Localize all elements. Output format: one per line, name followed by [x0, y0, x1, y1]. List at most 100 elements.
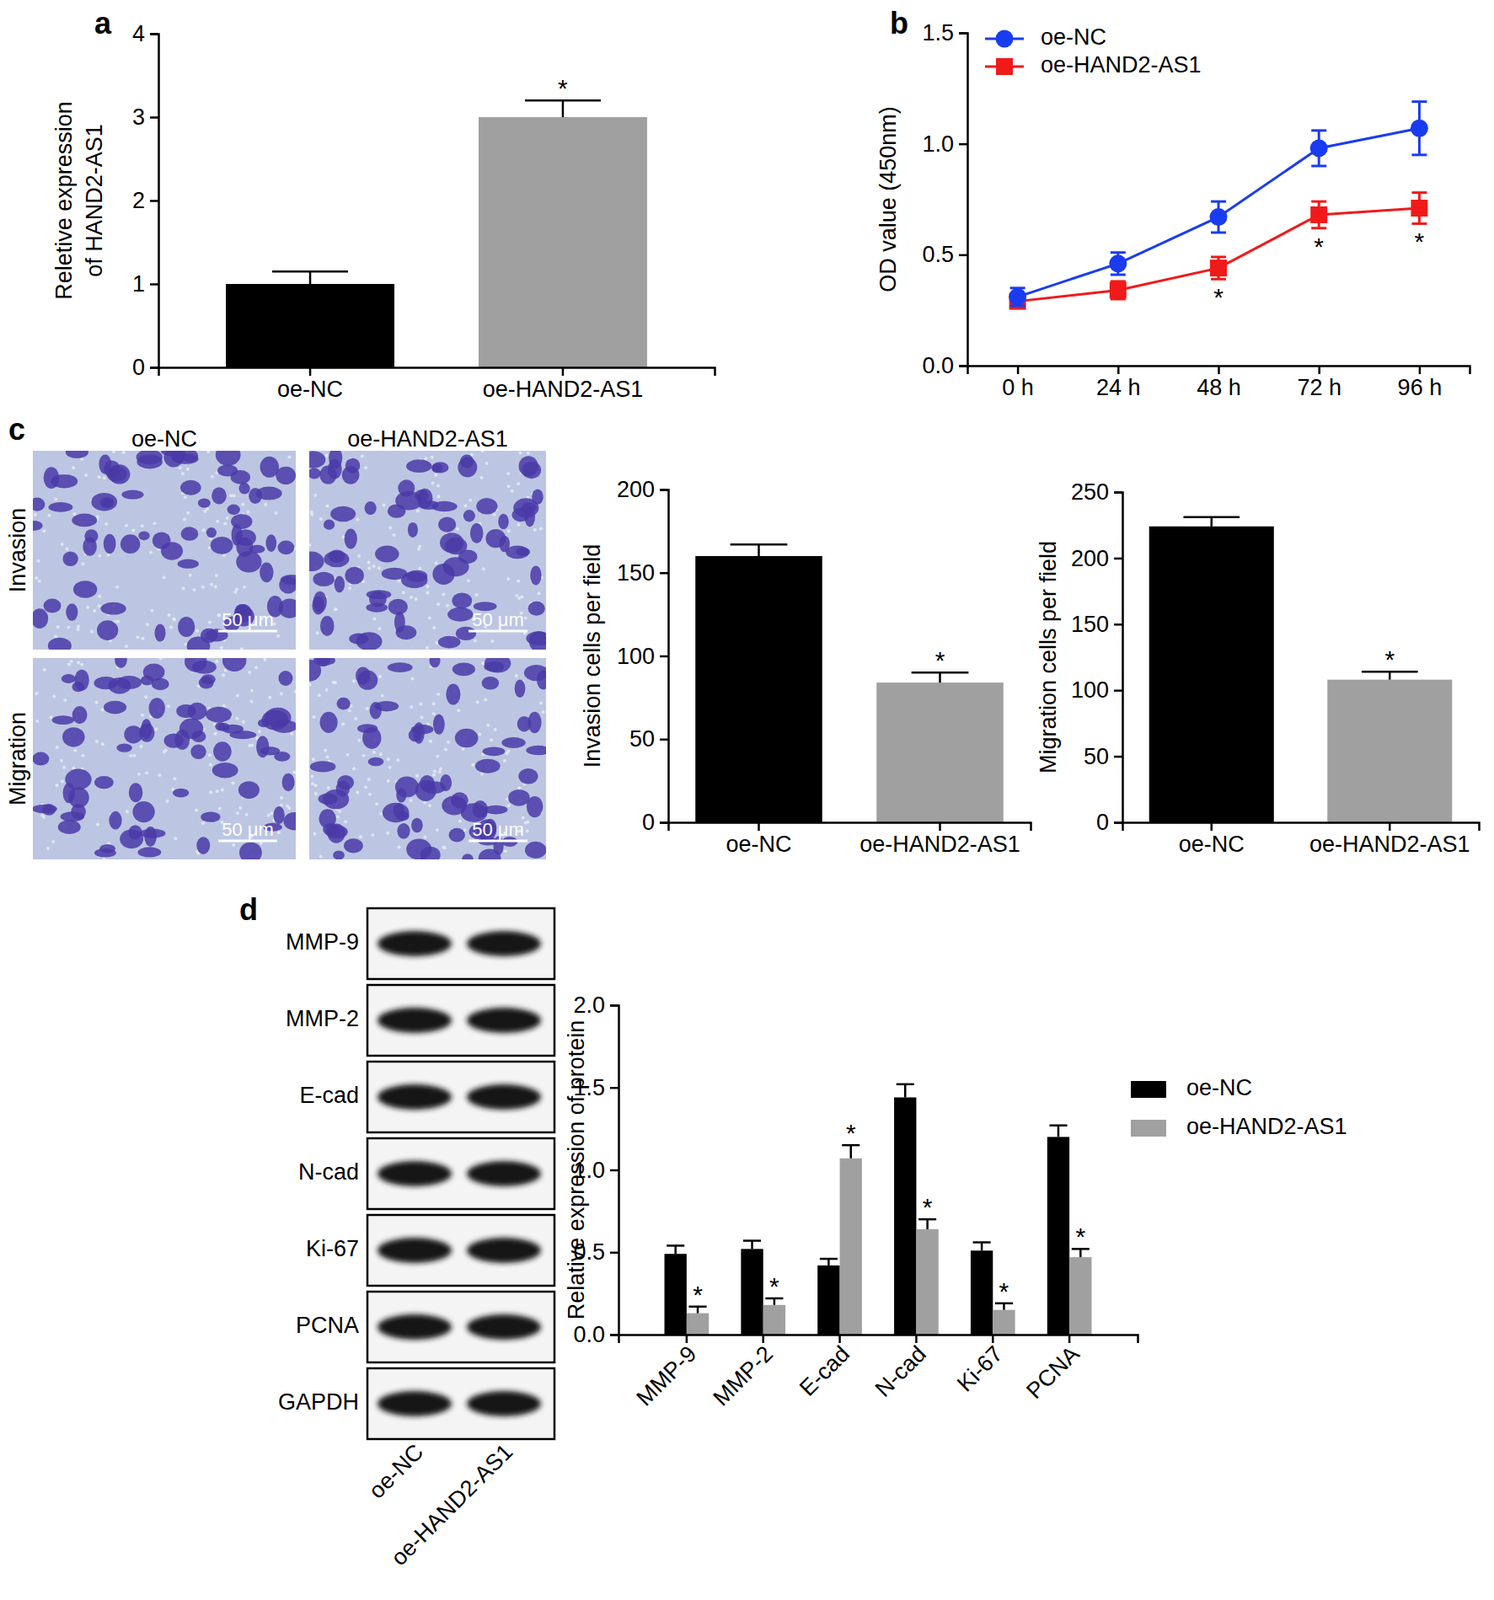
stained-cell	[396, 823, 410, 840]
stained-cell	[170, 450, 186, 463]
y-tick-mark	[958, 254, 968, 258]
y-tick: 250	[1070, 479, 1123, 505]
pore	[507, 803, 511, 808]
pore	[357, 554, 361, 558]
y-tick-mark	[149, 116, 159, 119]
pore	[76, 627, 81, 632]
pore	[436, 483, 440, 488]
pore	[90, 629, 94, 633]
significance-mark: *	[1075, 1222, 1086, 1251]
pore	[51, 840, 55, 844]
x-tick: oe-NC	[277, 367, 343, 402]
western-blot: dMMP-9MMP-2E-cadN-cadKi-67PCNAGAPDHoe-NC…	[239, 892, 555, 1571]
pore	[215, 789, 220, 793]
pore	[336, 815, 340, 820]
blot-band	[377, 1237, 452, 1264]
y-tick-label: 4	[132, 21, 145, 47]
x-axis: oe-NCoe-HAND2-AS1	[1123, 822, 1480, 857]
pore	[274, 511, 279, 515]
x-tick-mark	[1210, 822, 1214, 831]
error-bar-cap	[1411, 191, 1427, 194]
pore	[310, 774, 314, 778]
y-tick-mark	[659, 821, 669, 825]
pore	[60, 542, 65, 547]
y-tick-mark	[958, 364, 968, 368]
stained-cell	[526, 796, 543, 818]
pore	[368, 792, 372, 797]
stained-cell	[343, 838, 364, 853]
y-tick-mark	[659, 738, 669, 742]
stained-cell	[330, 506, 356, 522]
pore	[355, 517, 359, 521]
pore	[481, 450, 485, 453]
pore	[96, 823, 100, 827]
stained-cell	[318, 808, 337, 829]
pore	[171, 617, 176, 622]
pore	[471, 763, 475, 767]
pore	[217, 613, 221, 617]
pore	[455, 527, 460, 531]
stained-cell	[449, 828, 466, 843]
legend-label: oe-NC	[1186, 1075, 1253, 1101]
y-tick-mark	[1113, 557, 1123, 561]
y-tick-mark	[1113, 623, 1123, 627]
pore	[122, 450, 126, 455]
stained-cell	[32, 752, 49, 766]
pore	[42, 815, 46, 820]
stained-cell	[312, 572, 334, 587]
pore	[507, 484, 511, 488]
stained-cell	[177, 559, 199, 569]
error-bar-cap	[1210, 255, 1227, 258]
x-tick: N-cad	[870, 1334, 932, 1403]
pore	[333, 607, 338, 611]
x-tick-mark	[761, 1334, 765, 1344]
error-bar-cap	[973, 1241, 991, 1244]
pore	[223, 521, 227, 525]
stained-cell	[524, 841, 547, 859]
pore	[69, 659, 74, 664]
pore	[42, 668, 47, 672]
y-tick: 0.5	[921, 241, 968, 268]
stained-cell	[212, 762, 239, 779]
pore	[386, 757, 391, 761]
pore	[435, 828, 440, 832]
y-tick: 150	[1070, 611, 1123, 638]
stained-cell	[213, 741, 232, 761]
error-bar-cap	[1311, 165, 1327, 168]
pore	[396, 758, 400, 762]
stained-cell	[172, 788, 189, 798]
plot-area	[695, 544, 1004, 823]
pore	[245, 813, 249, 817]
stained-cell	[187, 636, 211, 650]
stained-cell	[273, 806, 284, 825]
pore	[235, 811, 240, 815]
pore	[432, 626, 436, 630]
stained-cell	[65, 450, 89, 459]
error-bar-cap	[1311, 128, 1327, 132]
pore	[313, 493, 317, 498]
blot-band	[466, 1084, 541, 1110]
pore	[458, 819, 462, 824]
pore	[506, 471, 510, 476]
y-tick-mark	[610, 1333, 619, 1337]
pore	[186, 511, 190, 515]
stained-cell	[319, 465, 337, 484]
scale-bar-label: 50 μm	[221, 609, 274, 631]
x-tick-label: 96 h	[1397, 374, 1443, 401]
y-tick: 200	[1070, 546, 1123, 572]
stained-cell	[273, 751, 290, 762]
y-tick-mark	[659, 572, 669, 575]
protein-label: Ki-67	[305, 1236, 359, 1262]
stained-cell	[48, 502, 74, 513]
y-tick-label: 100	[1070, 677, 1109, 703]
pore	[325, 755, 329, 760]
x-axis-line	[159, 368, 716, 377]
error-bar-cap	[896, 1083, 915, 1087]
pore	[173, 836, 177, 841]
stained-cell	[278, 540, 295, 555]
y-tick: 100	[1070, 677, 1123, 703]
bar	[1047, 1136, 1070, 1335]
pore	[379, 752, 383, 756]
pore	[463, 503, 467, 508]
x-tick: E-cad	[794, 1334, 855, 1402]
